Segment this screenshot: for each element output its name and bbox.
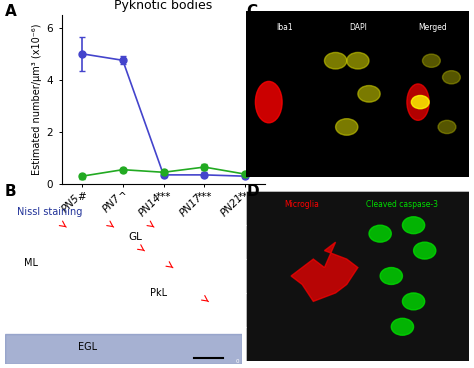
Text: ***: *** bbox=[237, 192, 253, 202]
Circle shape bbox=[336, 118, 358, 135]
Ellipse shape bbox=[255, 81, 282, 123]
Text: #: # bbox=[78, 192, 86, 202]
Legend: GL, ML: GL, ML bbox=[303, 17, 346, 50]
Text: B: B bbox=[5, 184, 17, 199]
Circle shape bbox=[411, 95, 429, 109]
Text: Iba1: Iba1 bbox=[276, 23, 292, 32]
Circle shape bbox=[413, 242, 436, 259]
Text: EGL: EGL bbox=[78, 342, 97, 353]
Y-axis label: Y [μm]: Y [μm] bbox=[220, 264, 227, 288]
Text: Nissl staining: Nissl staining bbox=[17, 207, 82, 217]
Ellipse shape bbox=[407, 84, 429, 120]
Text: ML: ML bbox=[24, 258, 38, 268]
Circle shape bbox=[358, 86, 380, 102]
Circle shape bbox=[443, 71, 460, 84]
Polygon shape bbox=[291, 242, 358, 301]
Text: GL: GL bbox=[128, 232, 142, 243]
Bar bbox=[321, 11, 395, 177]
Bar bbox=[5, 334, 242, 364]
Bar bbox=[395, 11, 469, 177]
Y-axis label: Estimated number/μm³ (x10⁻⁶): Estimated number/μm³ (x10⁻⁶) bbox=[33, 24, 43, 175]
Text: C: C bbox=[246, 4, 257, 19]
Circle shape bbox=[422, 54, 440, 67]
Title: Pyknotic bodies: Pyknotic bodies bbox=[114, 0, 213, 12]
Circle shape bbox=[392, 318, 413, 335]
Circle shape bbox=[402, 293, 425, 310]
Circle shape bbox=[380, 268, 402, 284]
Text: ***: *** bbox=[156, 192, 171, 202]
Text: ***: *** bbox=[197, 192, 212, 202]
Bar bbox=[246, 11, 321, 177]
Circle shape bbox=[402, 217, 425, 234]
Circle shape bbox=[324, 53, 346, 69]
Circle shape bbox=[438, 120, 456, 134]
Text: Microglia: Microglia bbox=[285, 200, 319, 209]
Text: D: D bbox=[246, 184, 259, 199]
Text: PkL: PkL bbox=[150, 288, 167, 298]
Text: A: A bbox=[5, 4, 17, 19]
Text: ^: ^ bbox=[118, 192, 127, 202]
Text: Merged: Merged bbox=[419, 23, 447, 32]
Circle shape bbox=[369, 225, 392, 242]
Circle shape bbox=[346, 53, 369, 69]
Text: DAPI: DAPI bbox=[350, 23, 367, 32]
Text: Cleaved caspase-3: Cleaved caspase-3 bbox=[366, 200, 438, 209]
